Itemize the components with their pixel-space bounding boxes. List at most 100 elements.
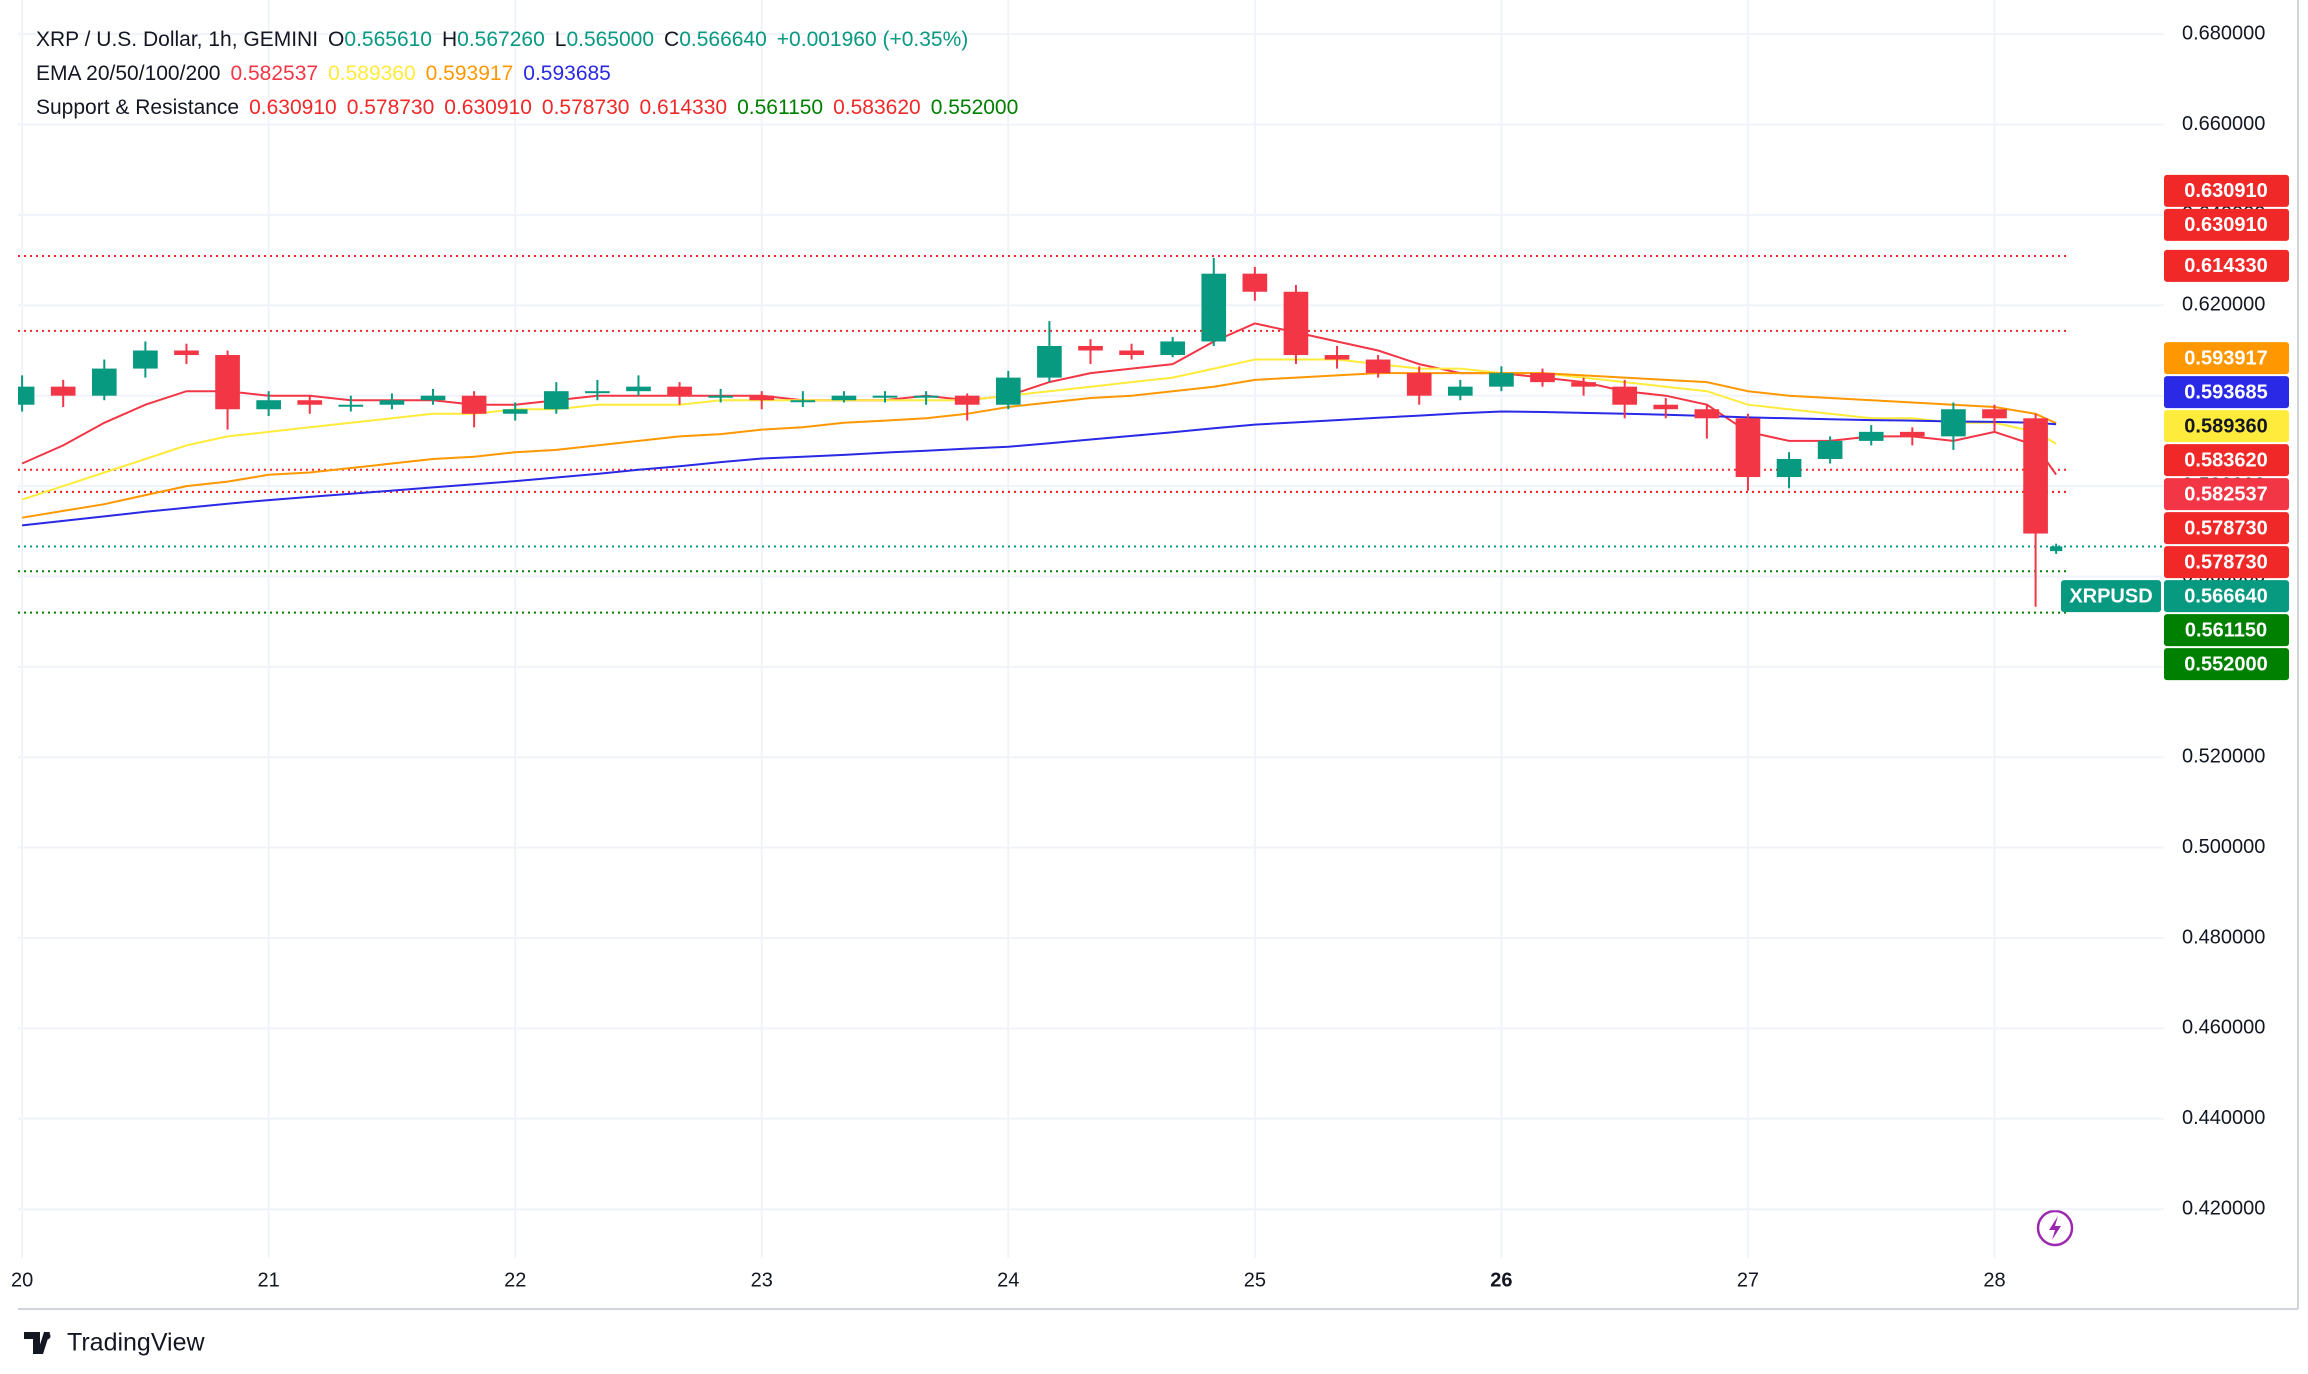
candle-body	[1119, 350, 1144, 356]
field-key: O	[328, 28, 345, 51]
candle-body	[1941, 409, 1966, 437]
candle-body	[50, 386, 76, 396]
grid	[18, 0, 2164, 1258]
sr-value: 0.561150	[737, 96, 824, 119]
price-badge: 0.593685	[2164, 376, 2289, 409]
candle-body	[1694, 409, 1720, 419]
badge-label: 0.552000	[2184, 653, 2267, 675]
candle-body	[995, 377, 1021, 405]
sr-legend: Support & Resistance 0.630910 0.578730 0.63…	[36, 94, 1028, 122]
candle-body	[1242, 273, 1268, 292]
field-value: 0.566640	[679, 28, 767, 51]
ema-line	[21, 372, 2057, 519]
x-tick-label: 20	[11, 1269, 33, 1291]
badge-bg	[2164, 376, 2289, 409]
candle-body	[2049, 546, 2063, 552]
y-tick-label: 0.500000	[2182, 836, 2265, 858]
ema-line	[21, 410, 2057, 527]
candle-body	[1735, 418, 1761, 478]
ema-line	[21, 358, 2057, 501]
candle-body	[831, 395, 857, 401]
sr-value: 0.614330	[639, 96, 728, 119]
candle-body	[1817, 440, 1843, 459]
badge-bg	[2164, 342, 2289, 375]
badge-label: 0.578730	[2184, 551, 2267, 573]
badge-label: 0.582537	[2184, 483, 2267, 505]
field-value: 0.565000	[566, 28, 655, 51]
badge-bg	[2164, 512, 2289, 545]
x-tick-label: 28	[1983, 1269, 2005, 1291]
badge-label: 0.593917	[2184, 347, 2267, 369]
badge-bg	[2164, 478, 2289, 511]
candle-body	[1078, 345, 1103, 351]
ema-label: EMA 20/50/100/200	[36, 62, 221, 85]
badge-bg	[2164, 648, 2289, 681]
x-tick-label: 25	[1244, 1269, 1266, 1291]
candle-body	[502, 409, 528, 414]
candle-body	[18, 386, 35, 405]
badge-bg	[2164, 580, 2289, 613]
candle-body	[420, 395, 446, 401]
y-tick-label: 0.520000	[2182, 746, 2265, 768]
candle-body	[543, 391, 569, 410]
badge-bg	[2164, 208, 2289, 241]
y-tick-label: 0.680000	[2182, 22, 2265, 44]
badge-bg	[2164, 410, 2289, 443]
candle-body	[297, 400, 323, 405]
badge-bg	[2164, 614, 2289, 647]
candle-body	[1447, 386, 1473, 396]
y-tick-label: 0.660000	[2182, 113, 2265, 135]
candle-body	[174, 350, 199, 356]
candle-body	[708, 395, 733, 398]
badge-bg	[2164, 444, 2289, 477]
badge-label: 0.566640	[2184, 585, 2267, 607]
y-tick-label: 0.480000	[2182, 926, 2265, 948]
candle-body	[1776, 458, 1802, 478]
ticker-label: XRPUSD	[2069, 585, 2152, 607]
badge-label: 0.593685	[2184, 381, 2267, 403]
x-tick-label: 24	[997, 1269, 1019, 1291]
sr-value: 0.552000	[930, 96, 1019, 119]
badge-bg	[2164, 249, 2289, 282]
badge-label: 0.614330	[2184, 255, 2267, 277]
price-badge: 0.578730	[2164, 546, 2289, 579]
x-tick-label: 27	[1737, 1269, 1759, 1291]
price-badge: 0.630910	[2164, 174, 2289, 207]
y-tick-label: 0.420000	[2182, 1197, 2265, 1219]
price-badge: 0.589360	[2164, 410, 2289, 443]
x-tick-label: 23	[751, 1269, 773, 1291]
badge-bg	[2164, 546, 2289, 579]
candle-body	[954, 395, 980, 405]
candle-body	[2023, 418, 2048, 534]
price-badge: 0.578730	[2164, 512, 2289, 545]
field-key: C	[664, 28, 680, 51]
badge-bg	[2164, 174, 2289, 207]
candle-body	[256, 400, 281, 410]
candle-body	[379, 400, 405, 405]
candle-body	[215, 355, 240, 410]
candle-body	[1365, 359, 1391, 374]
candle-body	[1037, 345, 1062, 378]
candle-body	[338, 404, 364, 407]
field-value: 0.565610	[344, 28, 432, 51]
ema-value: 0.589360	[328, 62, 416, 85]
ema-legend: EMA 20/50/100/200 0.582537 0.589360 0.59391…	[36, 60, 621, 88]
candle-body	[626, 386, 651, 392]
candle-body	[1612, 386, 1638, 405]
price-badge: 0.630910	[2164, 208, 2289, 241]
candle-body	[585, 391, 610, 394]
lightning-button[interactable]	[2036, 1209, 2074, 1247]
y-tick-label: 0.620000	[2182, 294, 2265, 316]
y-tick-label: 0.440000	[2182, 1107, 2265, 1129]
symbol: XRP / U.S. Dollar, 1h, GEMINI	[36, 28, 319, 51]
candle-body	[1201, 273, 1227, 342]
sr-value: 0.630910	[444, 96, 532, 119]
candle-body	[1530, 373, 1555, 383]
sr-value: 0.630910	[249, 96, 337, 119]
candle-body	[1489, 373, 1514, 387]
candle-body	[133, 350, 158, 369]
sr-label: Support & Resistance	[36, 96, 240, 119]
price-badge: 0.583620	[2164, 444, 2289, 477]
badge-label: 0.630910	[2184, 214, 2267, 236]
